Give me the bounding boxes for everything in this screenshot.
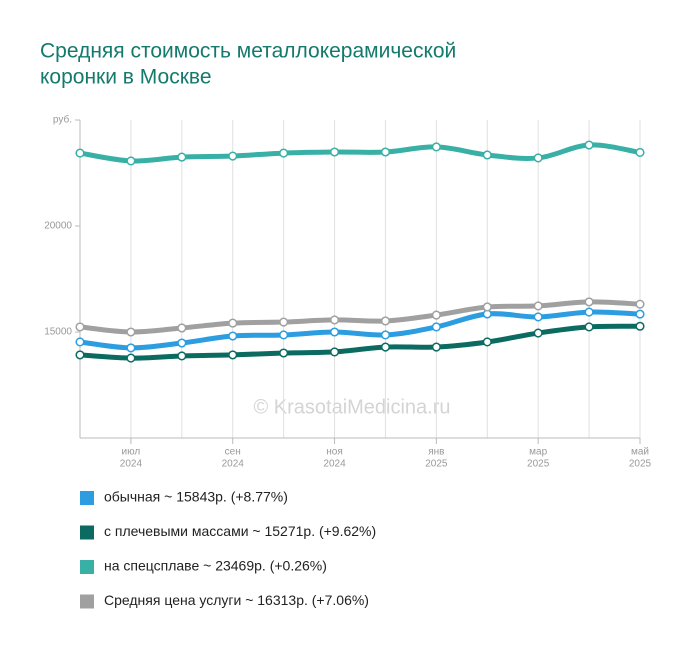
legend-swatch xyxy=(80,491,94,505)
point xyxy=(584,297,594,307)
point xyxy=(279,317,289,327)
legend-swatch xyxy=(80,594,94,609)
point xyxy=(431,342,441,352)
point xyxy=(126,156,136,166)
point xyxy=(329,315,340,325)
legend-swatch xyxy=(80,560,94,574)
point xyxy=(177,351,187,361)
point xyxy=(431,142,441,152)
point xyxy=(126,343,136,353)
point xyxy=(635,147,645,158)
point xyxy=(75,148,85,158)
point xyxy=(431,310,441,320)
point xyxy=(533,301,543,311)
point xyxy=(329,347,340,357)
point xyxy=(279,348,289,358)
point xyxy=(228,151,238,161)
point xyxy=(279,148,289,158)
legend-label: обычная ~ 15843р. (+8.77%) xyxy=(104,489,288,505)
point xyxy=(380,147,391,157)
x-tick-label: 2024 xyxy=(222,459,245,470)
point xyxy=(75,322,85,332)
legend-label: на спецсплаве ~ 23469р. (+0.26%) xyxy=(104,558,327,574)
point xyxy=(228,350,238,360)
x-tick-label: 2025 xyxy=(425,459,448,470)
point xyxy=(380,330,391,340)
legend-label: с плечевыми массами ~ 15271р. (+9.62%) xyxy=(104,523,376,539)
x-tick-label: май xyxy=(631,447,649,458)
point xyxy=(635,321,645,331)
point xyxy=(380,316,391,326)
point xyxy=(228,331,238,341)
x-tick-label: мар xyxy=(529,447,547,458)
point xyxy=(533,328,543,338)
point xyxy=(177,152,187,162)
series-line xyxy=(77,142,643,164)
point xyxy=(533,312,543,322)
y-tick-label: 15000 xyxy=(44,327,72,338)
point xyxy=(635,299,645,309)
chart-title: коронки в Москве xyxy=(40,66,212,89)
point xyxy=(584,140,594,150)
legend-label: Средняя цена услуги ~ 16313р. (+7.06%) xyxy=(104,592,369,608)
x-tick-label: 2024 xyxy=(120,459,143,470)
point xyxy=(126,353,136,363)
point xyxy=(75,350,85,360)
x-tick-label: июл xyxy=(122,447,141,458)
point xyxy=(584,322,594,332)
point xyxy=(279,330,289,340)
y-tick-label: руб. xyxy=(53,114,72,126)
point xyxy=(533,153,543,163)
point xyxy=(482,337,492,347)
point xyxy=(482,150,492,160)
x-tick-label: 2025 xyxy=(527,459,550,470)
x-tick-label: 2024 xyxy=(323,459,346,470)
point xyxy=(228,318,238,328)
point xyxy=(177,338,187,348)
point xyxy=(635,309,645,319)
chart-title: Средняя стоимость металлокерамической xyxy=(40,40,456,63)
point xyxy=(482,302,492,312)
point xyxy=(584,307,594,317)
point xyxy=(329,327,340,337)
x-tick-label: янв xyxy=(428,447,444,458)
x-tick-label: сен xyxy=(225,447,241,458)
y-tick-label: 20000 xyxy=(44,221,72,232)
point xyxy=(431,322,441,332)
point xyxy=(177,323,187,333)
point xyxy=(126,327,136,337)
point xyxy=(329,147,340,157)
x-tick-label: 2025 xyxy=(629,459,652,470)
point xyxy=(75,337,85,347)
watermark: © KrasotaiMedicina.ru xyxy=(253,396,450,418)
x-tick-label: ноя xyxy=(326,447,343,458)
point xyxy=(380,342,391,352)
legend-swatch xyxy=(80,525,94,540)
